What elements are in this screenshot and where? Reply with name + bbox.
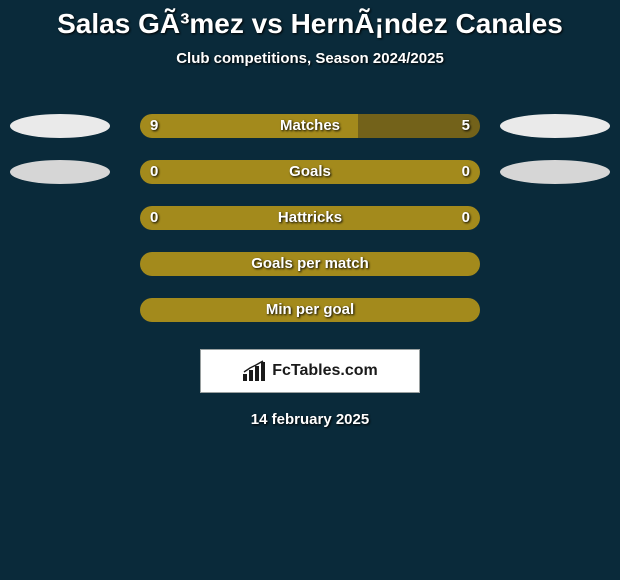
left-ellipse (10, 160, 110, 184)
stat-left-value: 0 (150, 206, 158, 230)
right-ellipse (500, 160, 610, 184)
stat-right-value: 5 (462, 114, 470, 138)
stat-bar: 00Goals (140, 160, 480, 184)
brand-badge: FcTables.com (200, 349, 420, 393)
bar-left-fill (140, 160, 480, 184)
page-subtitle: Club competitions, Season 2024/2025 (0, 50, 620, 67)
stat-right-value: 0 (462, 160, 470, 184)
stat-left-value: 0 (150, 160, 158, 184)
stat-row: 00Hattricks (0, 195, 620, 241)
bar-left-fill (140, 114, 358, 138)
stat-bar: Goals per match (140, 252, 480, 276)
brand-text: FcTables.com (272, 362, 378, 380)
page-title: Salas GÃ³mez vs HernÃ¡ndez Canales (0, 8, 620, 40)
stat-left-value: 9 (150, 114, 158, 138)
stats-container: 95Matches00Goals00HattricksGoals per mat… (0, 103, 620, 333)
chart-icon (242, 360, 268, 382)
bar-left-fill (140, 206, 480, 230)
stat-bar: 00Hattricks (140, 206, 480, 230)
right-ellipse (500, 114, 610, 138)
left-ellipse (10, 114, 110, 138)
stat-bar: 95Matches (140, 114, 480, 138)
stat-row: Min per goal (0, 287, 620, 333)
bar-left-fill (140, 252, 480, 276)
stat-bar: Min per goal (140, 298, 480, 322)
stat-row: 00Goals (0, 149, 620, 195)
bar-left-fill (140, 298, 480, 322)
stat-right-value: 0 (462, 206, 470, 230)
stat-row: Goals per match (0, 241, 620, 287)
stat-row: 95Matches (0, 103, 620, 149)
footer-date: 14 february 2025 (0, 411, 620, 428)
comparison-infographic: Salas GÃ³mez vs HernÃ¡ndez Canales Club … (0, 0, 620, 580)
